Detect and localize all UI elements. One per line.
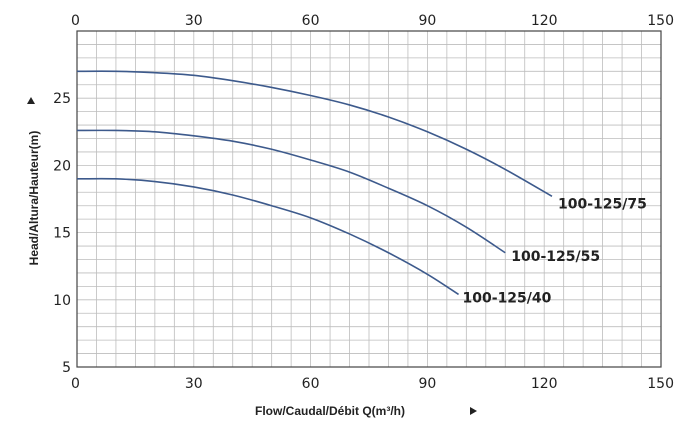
x-tick-label-bottom: 60 (302, 376, 320, 392)
series-line (76, 177, 459, 296)
y-tick-label: 15 (53, 226, 71, 242)
x-tick-label-top: 90 (418, 13, 436, 29)
x-tick-label-top: 30 (185, 13, 203, 29)
y-tick-label: 20 (53, 158, 71, 174)
series-labels: 100-125/75 100-125/55 100-125/40 (463, 196, 647, 306)
series-label: 100-125/75 (558, 196, 647, 212)
grid (76, 30, 662, 368)
y-axis-title: Head/Altura/Hauteur(m) (27, 131, 41, 266)
x-tick-label-top: 150 (647, 13, 674, 29)
tick-labels: 0 0 30 30 60 60 90 90 120 120 150 150 5 10 15 20 25 (53, 13, 674, 392)
x-tick-label-bottom: 30 (185, 376, 203, 392)
x-tick-label-top: 60 (302, 13, 320, 29)
x-tick-label-bottom: 0 (71, 376, 80, 392)
y-tick-label: 25 (53, 91, 71, 107)
x-tick-label-bottom: 150 (647, 376, 674, 392)
plot-frame (76, 30, 662, 368)
series-label: 100-125/55 (511, 249, 600, 265)
series-line (76, 129, 506, 254)
y-axis-arrow-icon (27, 97, 35, 104)
series-curves (76, 70, 553, 296)
series-label: 100-125/40 (463, 290, 552, 306)
x-tick-label-top: 120 (531, 13, 558, 29)
x-tick-label-bottom: 90 (418, 376, 436, 392)
x-axis-title: Flow/Caudal/Débit Q(m³/h) (255, 404, 405, 418)
y-tick-label: 10 (53, 293, 71, 309)
x-axis-arrow-icon (470, 407, 477, 415)
x-tick-label-bottom: 120 (531, 376, 558, 392)
series-line (76, 70, 553, 198)
x-tick-label-top: 0 (71, 13, 80, 29)
y-tick-label: 5 (62, 360, 71, 376)
